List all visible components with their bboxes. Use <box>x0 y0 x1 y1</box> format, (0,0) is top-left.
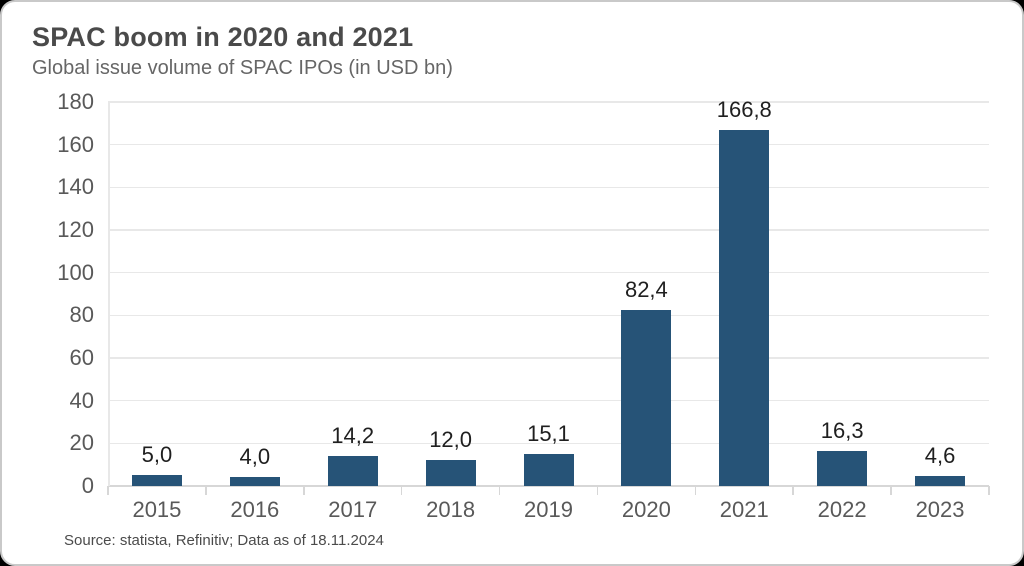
gridline <box>108 314 989 317</box>
x-axis-tick <box>792 486 794 495</box>
bar <box>915 476 966 486</box>
x-axis-tick-label: 2020 <box>621 497 671 522</box>
gridline <box>108 399 989 402</box>
x-axis-tick-label: 2015 <box>132 497 182 522</box>
bar <box>523 453 574 486</box>
y-axis-tick-label: 40 <box>69 387 94 413</box>
y-axis-tick-label: 120 <box>57 217 94 242</box>
y-axis-tick-label: 20 <box>69 430 94 456</box>
x-axis-tick <box>890 486 892 495</box>
y-axis-tick-label: 60 <box>69 345 94 370</box>
x-axis-tick <box>400 486 403 495</box>
gridline <box>108 357 989 359</box>
gridline <box>108 143 989 146</box>
bar-value-label: 4,6 <box>924 443 956 469</box>
gridline <box>108 101 989 103</box>
y-axis-tick-label: 0 <box>81 473 94 498</box>
bar-value-label: 14,2 <box>331 422 375 448</box>
gridline <box>108 442 989 445</box>
bar <box>327 455 378 486</box>
y-axis-tick-label: 80 <box>69 302 94 328</box>
x-axis-tick-label: 2022 <box>817 497 867 522</box>
x-axis-tick <box>303 486 305 495</box>
bar <box>621 310 672 486</box>
gridline <box>108 229 989 231</box>
bar-value-label: 5,0 <box>141 442 173 468</box>
bar-value-label: 12,0 <box>429 427 473 453</box>
bar <box>817 451 868 486</box>
gridline <box>108 271 989 274</box>
x-axis-tick <box>498 486 501 495</box>
x-axis-tick <box>107 486 109 495</box>
y-axis-tick-label: 100 <box>57 259 94 285</box>
x-axis-tick-label: 2023 <box>915 497 965 522</box>
source-note: Source: statista, Refinitiv; Data as of … <box>64 532 384 549</box>
x-axis-baseline <box>108 485 989 487</box>
x-axis-tick-label: 2016 <box>230 497 280 522</box>
bar-value-label: 82,4 <box>624 277 668 303</box>
x-axis-tick <box>596 486 599 495</box>
chart-subtitle: Global issue volume of SPAC IPOs (in USD… <box>32 57 453 79</box>
bar-value-label: 16,3 <box>820 418 864 444</box>
bar <box>131 475 182 486</box>
bar <box>719 130 770 486</box>
y-axis-line <box>108 102 110 486</box>
x-axis-tick <box>694 486 697 495</box>
gridline <box>108 186 989 189</box>
x-axis-tick-label: 2021 <box>719 497 769 522</box>
x-axis-tick-label: 2018 <box>426 497 476 522</box>
chart-title: SPAC boom in 2020 and 2021 <box>32 22 414 52</box>
y-axis-tick-label: 160 <box>57 131 94 157</box>
x-axis-tick-label: 2017 <box>328 497 378 522</box>
y-axis-tick-label: 180 <box>57 89 94 114</box>
x-axis-tick-label: 2019 <box>524 497 573 522</box>
bar <box>425 460 476 486</box>
bar-value-label: 4,0 <box>239 444 271 470</box>
y-axis-tick-label: 140 <box>57 174 94 200</box>
bar <box>229 477 280 486</box>
x-axis-tick <box>988 486 990 495</box>
bar-value-label: 166,8 <box>716 97 772 123</box>
bar-value-label: 15,1 <box>527 420 570 446</box>
x-axis-tick <box>205 486 207 495</box>
